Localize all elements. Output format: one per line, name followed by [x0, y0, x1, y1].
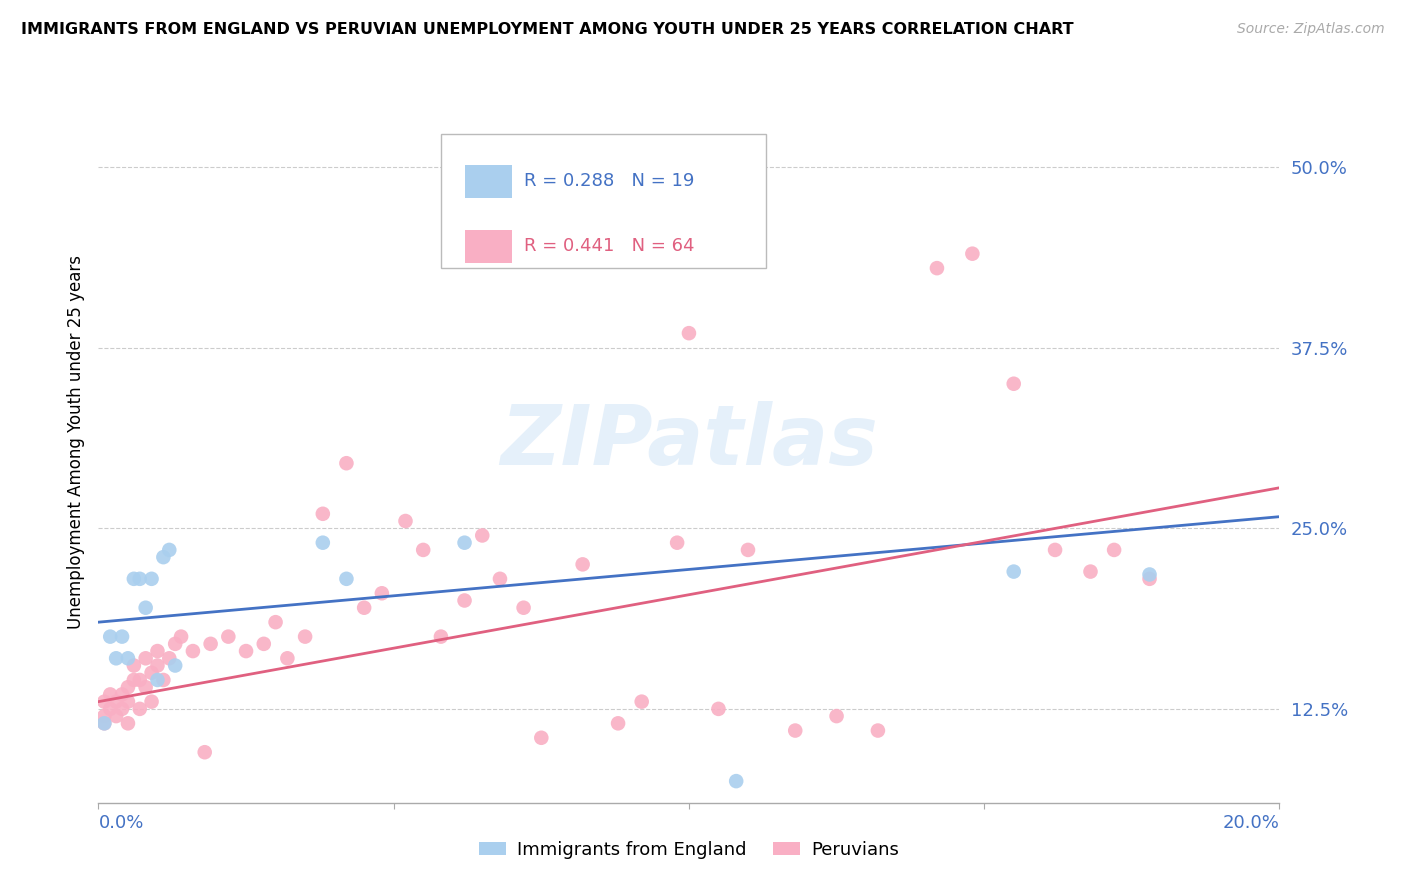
Point [157, 651, 180, 665]
Point [294, 630, 316, 644]
Point [235, 644, 257, 658]
Point [105, 651, 128, 665]
Point [1139, 567, 1161, 582]
Point [117, 695, 139, 709]
Point [412, 542, 434, 557]
Point [312, 507, 335, 521]
Point [512, 600, 534, 615]
Point [141, 665, 163, 680]
Legend: Immigrants from England, Peruvians: Immigrants from England, Peruvians [471, 834, 907, 866]
Text: R = 0.441   N = 64: R = 0.441 N = 64 [523, 237, 695, 255]
Point [111, 702, 134, 716]
Point [93, 716, 115, 731]
Point [117, 651, 139, 665]
Point [312, 535, 335, 549]
Point [1002, 376, 1025, 391]
Point [1002, 565, 1025, 579]
Y-axis label: Unemployment Among Youth under 25 years: Unemployment Among Youth under 25 years [66, 254, 84, 629]
Point [141, 572, 163, 586]
Point [371, 586, 394, 600]
Point [146, 673, 169, 687]
Text: 20.0%: 20.0% [1223, 814, 1279, 832]
Point [135, 651, 157, 665]
Point [152, 673, 174, 687]
Point [98, 702, 121, 716]
Point [353, 600, 375, 615]
Point [666, 535, 689, 549]
Point [1139, 572, 1161, 586]
Point [678, 326, 700, 341]
Point [105, 709, 128, 723]
Point [962, 246, 984, 260]
Point [135, 680, 157, 694]
Point [181, 644, 204, 658]
Point [217, 630, 239, 644]
Point [394, 514, 416, 528]
Point [264, 615, 287, 630]
Point [111, 687, 134, 701]
Text: R = 0.288   N = 19: R = 0.288 N = 19 [523, 172, 695, 190]
Point [785, 723, 807, 738]
Point [725, 774, 748, 789]
Point [1102, 542, 1125, 557]
Point [170, 630, 193, 644]
Point [98, 687, 121, 701]
Point [128, 702, 150, 716]
Point [146, 644, 169, 658]
Point [825, 709, 848, 723]
Point [93, 709, 115, 723]
Point [93, 716, 115, 731]
Text: Source: ZipAtlas.com: Source: ZipAtlas.com [1237, 22, 1385, 37]
Point [530, 731, 553, 745]
Point [489, 572, 512, 586]
Point [165, 658, 187, 673]
Point [105, 695, 128, 709]
Text: 0.0%: 0.0% [98, 814, 143, 832]
FancyBboxPatch shape [464, 165, 512, 198]
Point [128, 673, 150, 687]
Point [1043, 542, 1066, 557]
Point [117, 716, 139, 731]
Point [98, 630, 121, 644]
Point [122, 673, 145, 687]
Point [925, 261, 948, 276]
Point [430, 630, 453, 644]
Point [200, 637, 222, 651]
Point [276, 651, 298, 665]
Point [194, 745, 217, 759]
Point [453, 535, 475, 549]
Point [737, 542, 759, 557]
Text: ZIPatlas: ZIPatlas [501, 401, 877, 482]
Point [630, 695, 652, 709]
Text: IMMIGRANTS FROM ENGLAND VS PERUVIAN UNEMPLOYMENT AMONG YOUTH UNDER 25 YEARS CORR: IMMIGRANTS FROM ENGLAND VS PERUVIAN UNEM… [21, 22, 1074, 37]
FancyBboxPatch shape [441, 135, 766, 268]
FancyBboxPatch shape [464, 230, 512, 263]
Point [335, 456, 357, 470]
Point [453, 593, 475, 607]
Point [165, 637, 187, 651]
Point [607, 716, 630, 731]
Point [117, 680, 139, 694]
Point [93, 695, 115, 709]
Point [111, 630, 134, 644]
Point [571, 558, 593, 572]
Point [157, 542, 180, 557]
Point [135, 600, 157, 615]
Point [471, 528, 494, 542]
Point [141, 695, 163, 709]
Point [152, 550, 174, 565]
Point [707, 702, 730, 716]
Point [866, 723, 889, 738]
Point [122, 658, 145, 673]
Point [122, 572, 145, 586]
Point [335, 572, 357, 586]
Point [128, 572, 150, 586]
Point [146, 658, 169, 673]
Point [253, 637, 276, 651]
Point [1080, 565, 1102, 579]
